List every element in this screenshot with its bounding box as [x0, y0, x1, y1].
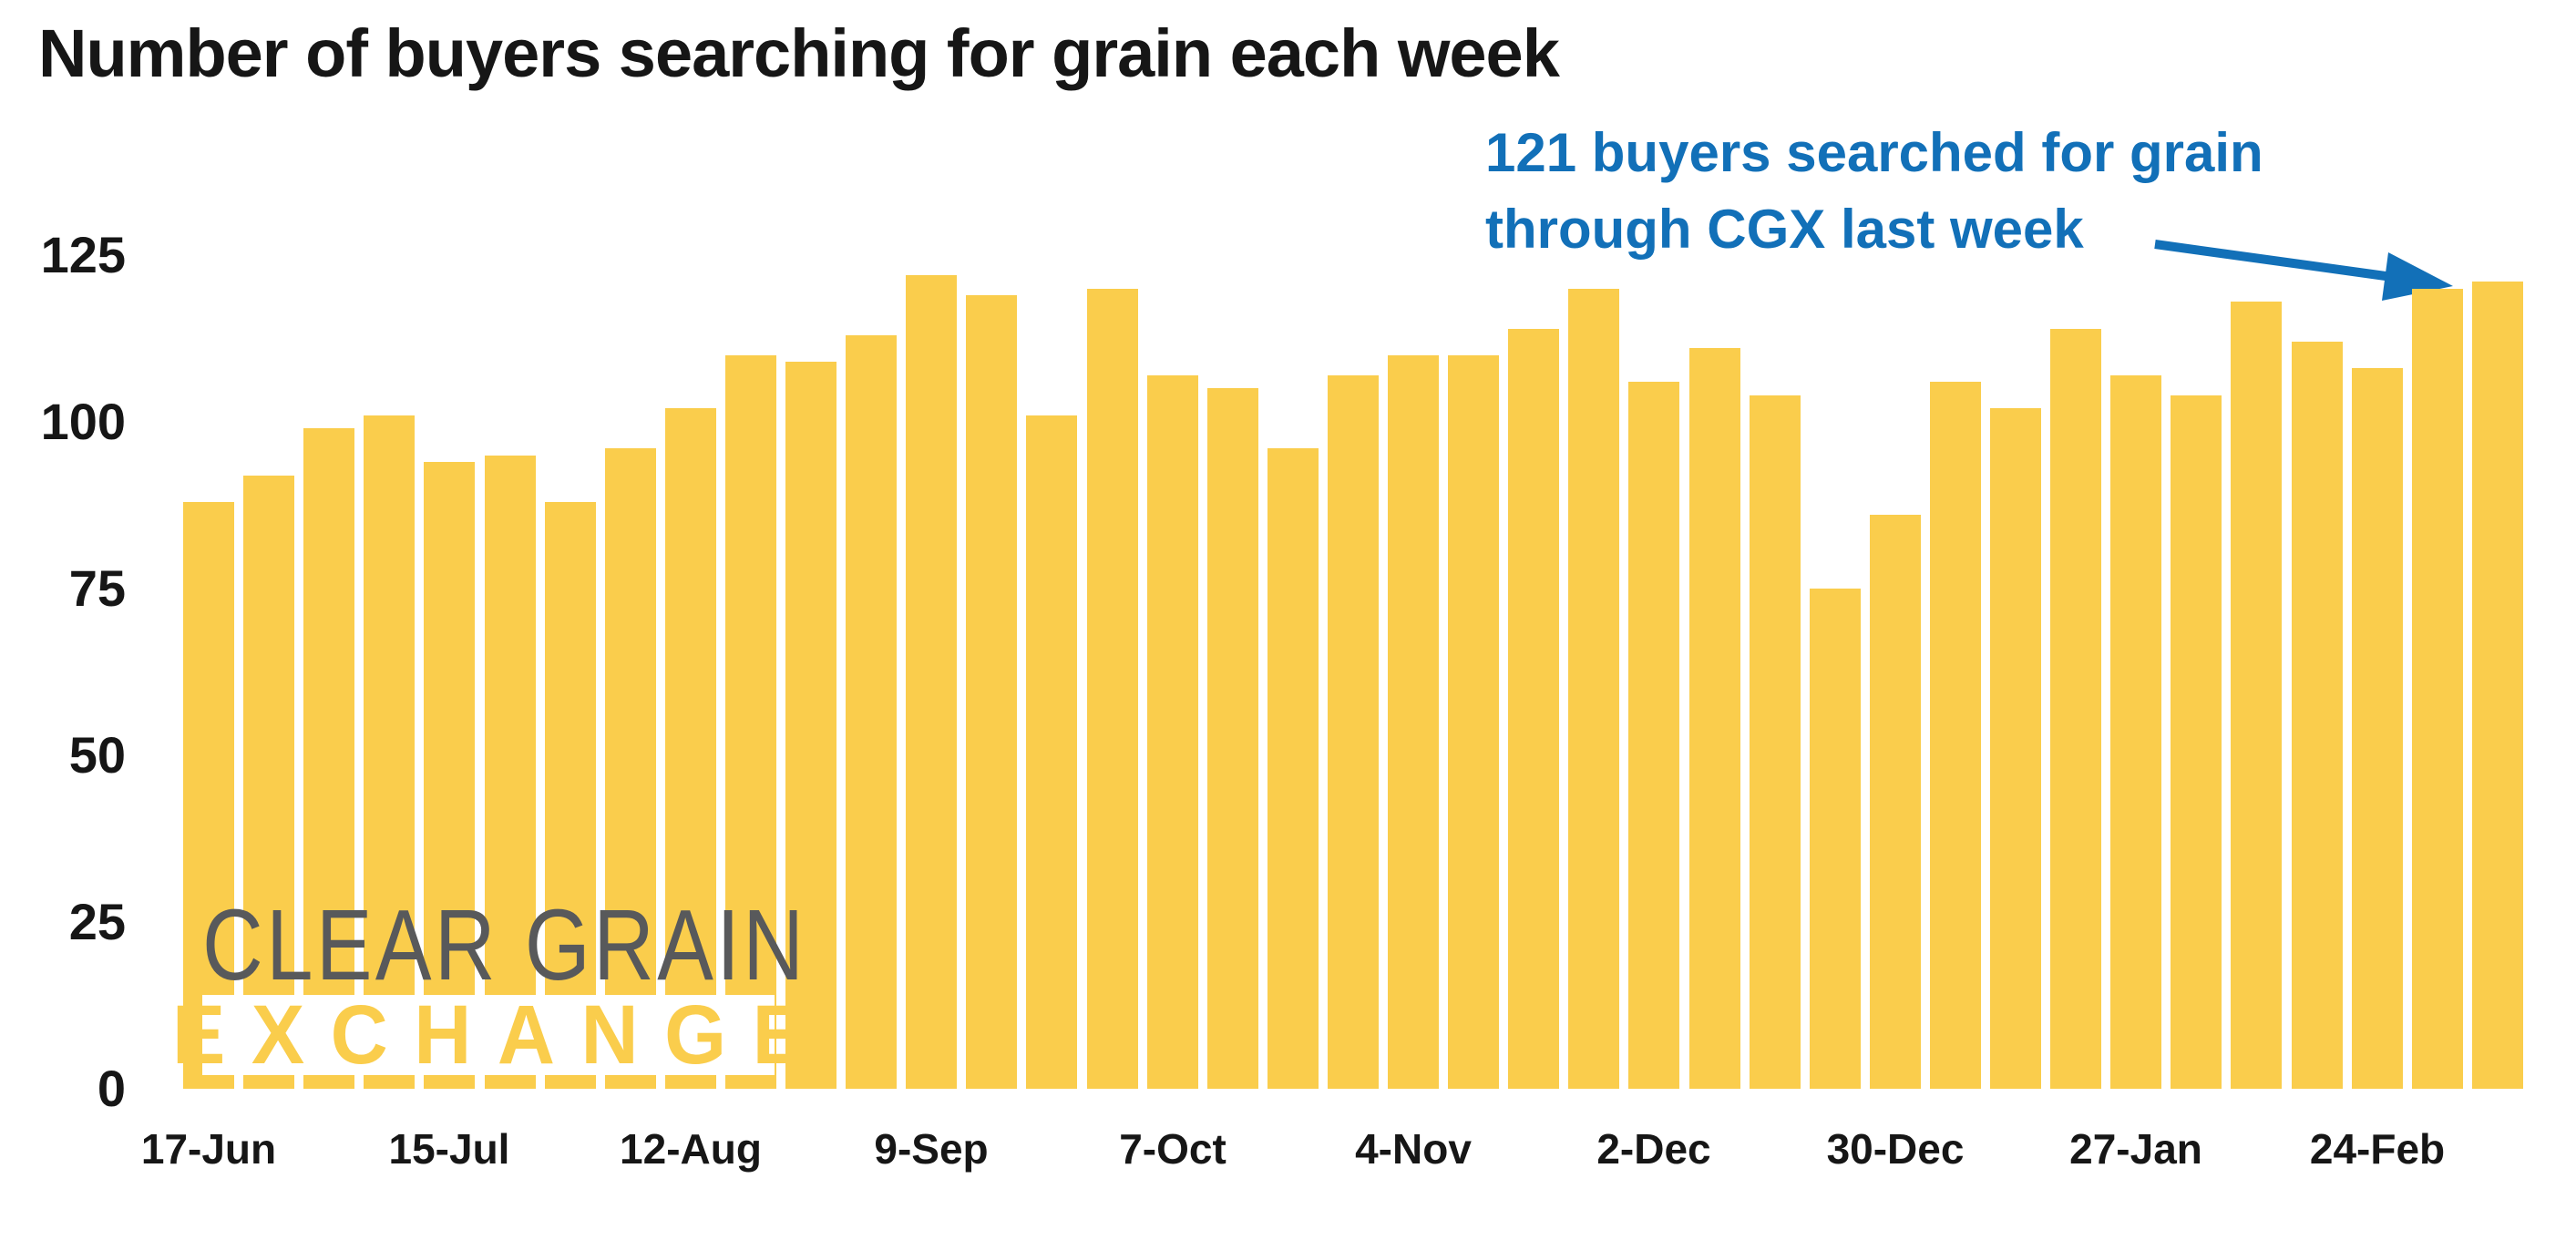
bar — [1809, 589, 1861, 1089]
bar — [2291, 342, 2343, 1089]
bar — [724, 355, 776, 1089]
annotation-line2: through CGX last week — [1485, 199, 2084, 260]
bar — [364, 415, 416, 1089]
bar — [1388, 355, 1439, 1089]
chart-title: Number of buyers searching for grain eac… — [38, 15, 1560, 91]
bar — [1929, 382, 1981, 1089]
x-axis-tick-label: 15-Jul — [388, 1125, 510, 1173]
bar — [243, 476, 295, 1089]
bar — [1267, 448, 1319, 1089]
bar — [2110, 375, 2162, 1089]
cgx-logo-band: EXCHANGE — [172, 989, 806, 1081]
bar — [1327, 375, 1379, 1089]
y-axis-tick-label: 0 — [97, 1060, 126, 1117]
x-axis-tick-label: 17-Jun — [140, 1125, 277, 1173]
x-axis-tick-label: 9-Sep — [874, 1125, 989, 1173]
bar — [544, 502, 596, 1089]
cgx-logo: CLEAR GRAIN EXCHANGE — [172, 889, 922, 1081]
bar — [966, 295, 1018, 1089]
x-axis-tick-label: 24-Feb — [2309, 1125, 2446, 1173]
bar — [664, 408, 716, 1089]
bar — [785, 362, 836, 1089]
bar — [1448, 355, 1500, 1089]
y-axis-tick-label: 25 — [68, 893, 126, 950]
bar — [1568, 289, 1620, 1089]
bar — [1688, 348, 1740, 1089]
bar — [604, 448, 656, 1089]
bar — [1749, 395, 1801, 1089]
bar — [2231, 302, 2283, 1089]
annotation-callout: 121 buyers searched for grain through CG… — [1485, 115, 2263, 268]
bar — [2171, 395, 2222, 1089]
bar — [2351, 368, 2403, 1089]
x-axis-tick-label: 12-Aug — [620, 1125, 762, 1173]
bar — [183, 502, 234, 1089]
bar — [2411, 289, 2463, 1089]
bar — [1869, 515, 1921, 1089]
bar — [2050, 329, 2102, 1089]
x-axis-tick-label: 27-Jan — [2069, 1125, 2202, 1173]
bar — [303, 428, 355, 1089]
bar — [1146, 375, 1198, 1089]
y-axis-tick-label: 125 — [40, 226, 126, 283]
cgx-logo-text-top: CLEAR GRAIN — [202, 889, 807, 1001]
x-axis-tick-label: 7-Oct — [1119, 1125, 1226, 1173]
bar — [1026, 415, 1078, 1089]
bar — [906, 275, 958, 1089]
bar — [1628, 382, 1680, 1089]
cgx-logo-text-bottom: EXCHANGE — [172, 988, 832, 1081]
x-axis-tick-label: 2-Dec — [1596, 1125, 1711, 1173]
y-axis-tick-label: 50 — [68, 726, 126, 784]
x-axis-tick-label: 4-Nov — [1355, 1125, 1472, 1173]
bar — [846, 335, 898, 1089]
y-axis-tick-label: 100 — [40, 393, 126, 450]
bar — [424, 462, 476, 1089]
bar — [1086, 289, 1138, 1089]
bar — [1206, 388, 1258, 1089]
x-axis-tick-label: 30-Dec — [1826, 1125, 1965, 1173]
annotation-line1: 121 buyers searched for grain — [1485, 122, 2263, 183]
bar — [1508, 329, 1560, 1089]
bar — [1990, 408, 2041, 1089]
bar — [2471, 282, 2523, 1089]
y-axis-tick-label: 75 — [68, 559, 126, 617]
bar — [484, 456, 536, 1089]
